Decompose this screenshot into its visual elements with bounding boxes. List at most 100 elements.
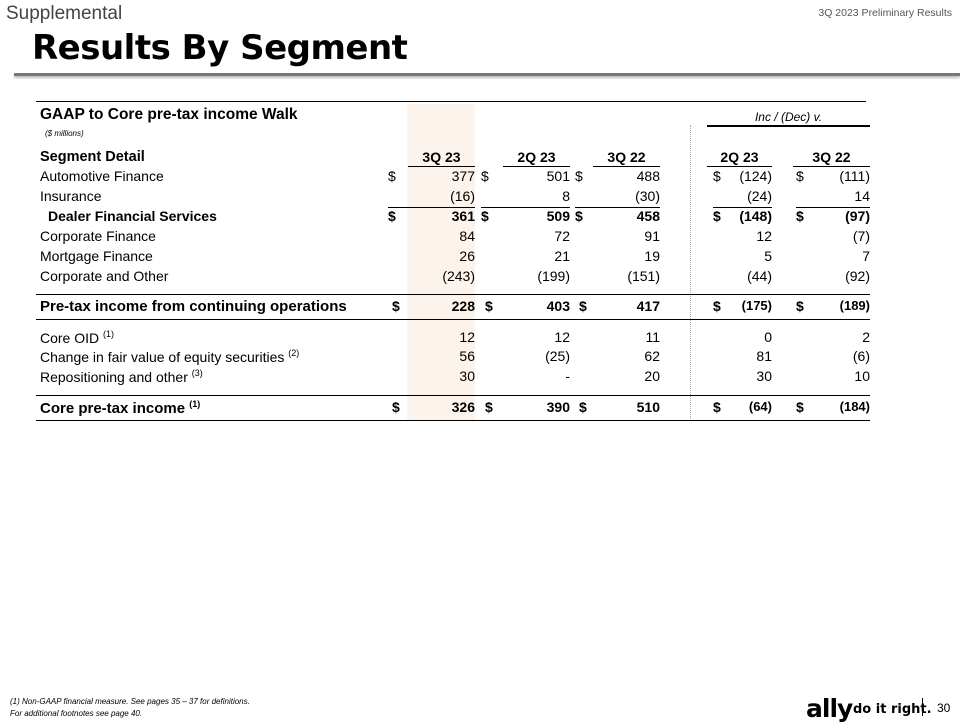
dollar-sign: $: [579, 298, 587, 314]
section-label: Supplemental: [6, 3, 123, 24]
table-row: Core OID (1) 12 12 11 0 2: [0, 329, 960, 349]
column-header: 3Q 22: [607, 149, 646, 165]
dollar-sign: $: [485, 298, 493, 314]
row-label: Mortgage Finance: [40, 248, 153, 264]
table-row: Mortgage Finance 26 21 19 5 7: [0, 248, 960, 268]
table-row: Corporate Finance 84 72 91 12 (7): [0, 228, 960, 248]
value-cell: 488: [636, 168, 660, 184]
value-cell: 20: [644, 368, 660, 384]
value-cell: 14: [854, 188, 870, 204]
value-cell: 26: [459, 248, 475, 264]
value-cell: 417: [636, 298, 660, 314]
subtotal-rule: [796, 207, 870, 208]
dollar-sign: $: [485, 399, 493, 415]
subtotal-rule: [713, 207, 772, 208]
table-top-rule: [36, 101, 866, 102]
title-divider: [14, 73, 960, 76]
comparison-rule: [707, 125, 870, 127]
comparison-label: Inc / (Dec) v.: [754, 110, 823, 124]
table-row: Repositioning and other (3) 30 - 20 30 10: [0, 368, 960, 388]
value-cell: (148): [739, 208, 772, 224]
value-cell: 19: [644, 248, 660, 264]
dollar-sign: $: [392, 399, 400, 415]
value-cell: (25): [545, 348, 570, 364]
row-label: Repositioning and other (3): [40, 368, 203, 385]
footnote-ref: (1): [189, 399, 201, 409]
value-cell: 21: [554, 248, 570, 264]
value-cell: 8: [562, 188, 570, 204]
footnote-ref: (3): [191, 368, 203, 378]
value-cell: 10: [854, 368, 870, 384]
table-row: Change in fair value of equity securitie…: [0, 348, 960, 368]
row-label: Corporate and Other: [40, 268, 169, 284]
column-header: 2Q 23: [720, 149, 759, 165]
value-cell: 501: [546, 168, 570, 184]
value-cell: 72: [554, 228, 570, 244]
value-cell: 30: [459, 368, 475, 384]
dollar-sign: $: [796, 399, 804, 415]
value-cell: 7: [862, 248, 870, 264]
dollar-sign: $: [796, 208, 804, 224]
footer-separator: [922, 698, 923, 716]
value-cell: 12: [554, 329, 570, 345]
dollar-sign: $: [481, 208, 489, 224]
dollar-sign: $: [575, 168, 583, 184]
dollar-sign: $: [713, 298, 721, 314]
value-cell: (111): [839, 168, 870, 184]
row-label: Insurance: [40, 188, 102, 204]
column-separator: [690, 125, 691, 421]
value-cell: 509: [546, 208, 570, 224]
footnote: For additional footnotes see page 40.: [10, 709, 143, 718]
value-cell: 326: [451, 399, 475, 415]
value-cell: (6): [852, 348, 870, 364]
footnote-ref: (2): [288, 348, 300, 358]
dollar-sign: $: [579, 399, 587, 415]
column-header: 3Q 22: [812, 149, 851, 165]
row-label: Corporate Finance: [40, 228, 156, 244]
column-underline: [503, 166, 570, 167]
value-cell: 510: [636, 399, 660, 415]
value-cell: 56: [459, 348, 475, 364]
table-row: Corporate and Other (243) (199) (151) (44) (9…: [0, 268, 960, 288]
value-cell: 84: [459, 228, 475, 244]
total-rule: [36, 319, 870, 320]
page-number: 30: [937, 701, 951, 715]
dollar-sign: $: [713, 208, 721, 224]
column-underline: [793, 166, 870, 167]
table-row: Core pre-tax income (1) $326 $390 $510 $ (64)…: [0, 399, 960, 419]
table-title: GAAP to Core pre-tax income Walk: [40, 106, 298, 123]
report-label: 3Q 2023 Preliminary Results: [818, 7, 952, 19]
ally-logo: ally: [806, 694, 853, 723]
column-underline: [593, 166, 660, 167]
value-cell: (30): [635, 188, 660, 204]
subtotal-rule: [481, 207, 570, 208]
value-cell: 62: [644, 348, 660, 364]
dollar-sign: $: [481, 168, 489, 184]
subtotal-rule: [388, 207, 475, 208]
table-row: Automotive Finance $377 $501 $488 $ (124) $ (11…: [0, 168, 960, 188]
row-label: Pre-tax income from continuing operation…: [40, 298, 347, 315]
value-cell: (175): [741, 298, 772, 313]
value-cell: 403: [546, 298, 570, 314]
highlight-column: [407, 104, 475, 420]
value-cell: (92): [845, 268, 870, 284]
value-cell: 81: [756, 348, 772, 364]
table-row: Dealer Financial Services $361 $509 $458 $ (1…: [0, 208, 960, 228]
value-cell: (16): [450, 188, 475, 204]
subtotal-rule: [575, 207, 660, 208]
row-label: Automotive Finance: [40, 168, 164, 184]
dollar-sign: $: [796, 298, 804, 314]
dollar-sign: $: [575, 208, 583, 224]
value-cell: 458: [636, 208, 660, 224]
total-rule: [36, 395, 870, 396]
dollar-sign: $: [713, 399, 721, 415]
row-label: Core pre-tax income (1): [40, 399, 201, 417]
value-cell: 0: [764, 329, 772, 345]
value-cell: (189): [839, 298, 870, 313]
total-rule: [36, 420, 870, 421]
value-cell: 2: [862, 329, 870, 345]
dollar-sign: $: [796, 168, 804, 184]
page-title: Results By Segment: [32, 28, 408, 68]
value-cell: 5: [764, 248, 772, 264]
dollar-sign: $: [388, 168, 396, 184]
